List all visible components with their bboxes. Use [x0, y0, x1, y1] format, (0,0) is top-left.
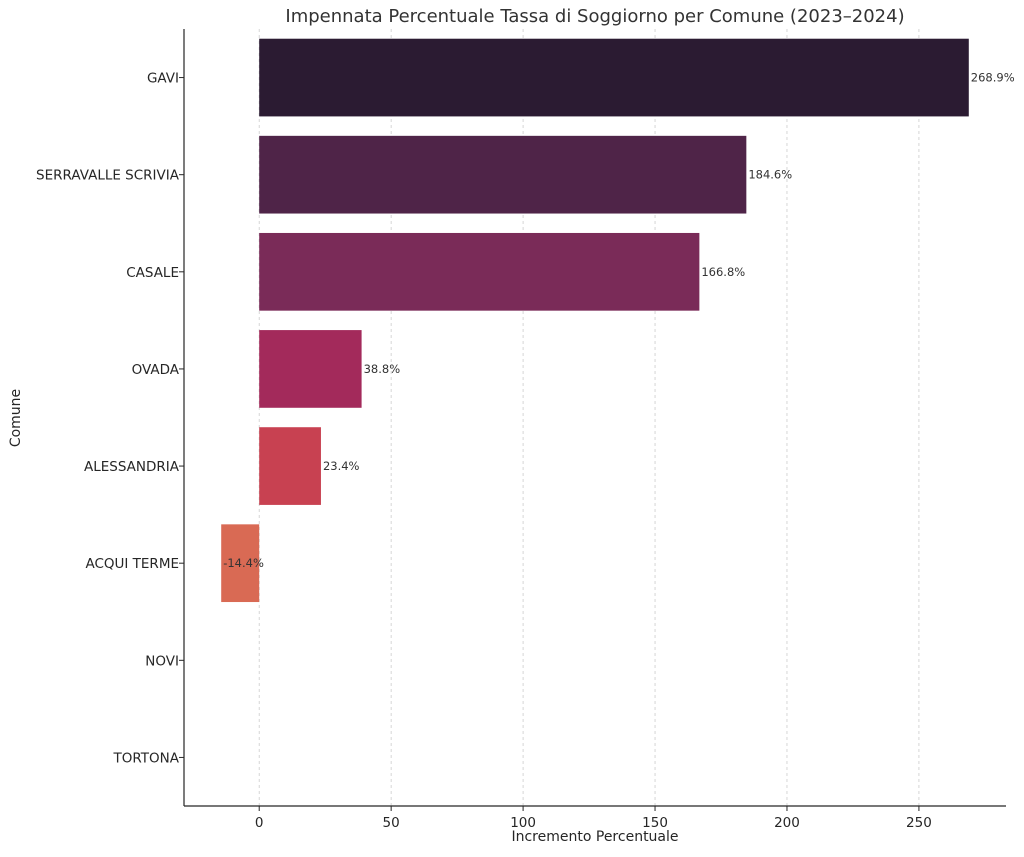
x-tick-label: 50 — [383, 815, 400, 831]
y-tick-label-novi: NOVI — [145, 653, 179, 669]
data-label-ovada: 38.8% — [364, 362, 401, 376]
bar-serravalle-scrivia — [259, 135, 747, 214]
bar-acqui-terme — [221, 524, 260, 603]
data-label-alessandria: 23.4% — [323, 459, 360, 473]
x-tick-label: 0 — [255, 815, 264, 831]
x-tick-label: 250 — [906, 815, 932, 831]
bar-alessandria — [259, 427, 321, 505]
chart-title: Impennata Percentuale Tassa di Soggiorno… — [285, 6, 904, 27]
data-labels: 268.9% 184.6% 166.8% 38.8% 23.4% -14.4% — [223, 71, 1015, 571]
y-tick-label-tortona: TORTONA — [113, 750, 180, 766]
y-tick-label-serravalle-scrivia: SERRAVALLE SCRIVIA — [36, 168, 180, 184]
y-axis-label: Comune — [8, 389, 24, 447]
bar-casale — [259, 232, 700, 311]
x-tick-label: 200 — [774, 815, 800, 831]
bar-gavi — [259, 38, 969, 117]
data-label-gavi: 268.9% — [971, 71, 1015, 85]
data-label-serravalle-scrivia: 184.6% — [748, 168, 792, 182]
axes: 0 50 100 150 200 250 GAVI SERRAVALLE SCRIVIA CAS… — [36, 29, 1006, 831]
x-tick-label: 150 — [642, 815, 668, 831]
y-tick-label-alessandria: ALESSANDRIA — [84, 459, 180, 475]
y-tick-label-acqui-terme: ACQUI TERME — [85, 556, 179, 572]
y-tick-label-ovada: OVADA — [132, 362, 180, 378]
data-label-casale: 166.8% — [701, 265, 745, 279]
data-label-acqui-terme: -14.4% — [223, 556, 264, 570]
bar-ovada — [259, 330, 362, 408]
y-tick-label-gavi: GAVI — [147, 71, 179, 87]
x-tick-label: 100 — [510, 815, 536, 831]
y-tick-label-casale: CASALE — [126, 265, 179, 281]
bars — [221, 38, 969, 603]
x-axis-label: Incremento Percentuale — [511, 829, 678, 845]
